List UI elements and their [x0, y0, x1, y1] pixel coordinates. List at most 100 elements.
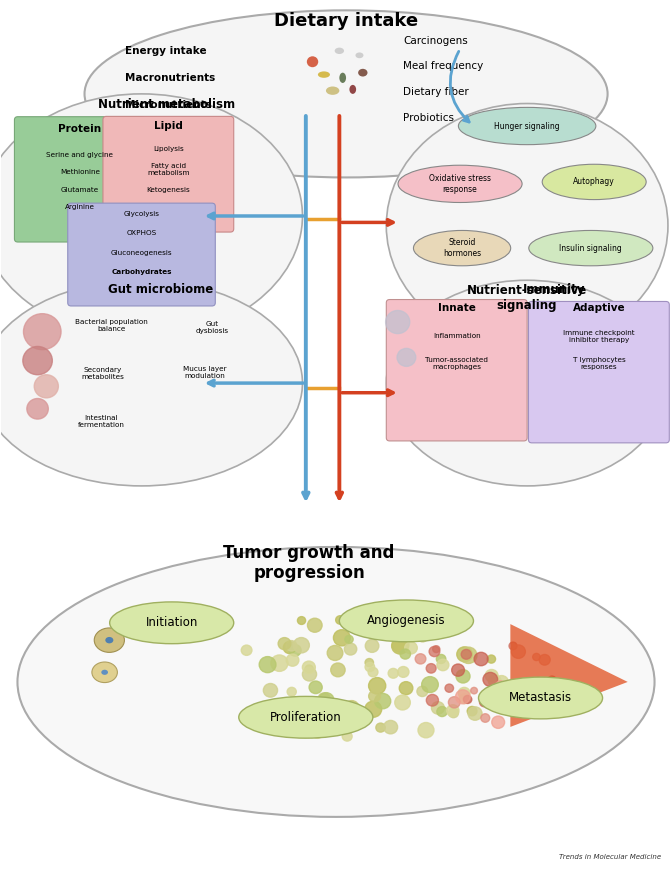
- Circle shape: [319, 718, 333, 731]
- FancyBboxPatch shape: [14, 116, 145, 242]
- Circle shape: [487, 655, 495, 663]
- Circle shape: [366, 640, 379, 653]
- Circle shape: [501, 703, 511, 712]
- Circle shape: [319, 693, 334, 707]
- Text: Carbohydrates: Carbohydrates: [112, 269, 172, 275]
- Circle shape: [474, 653, 488, 666]
- Circle shape: [530, 702, 540, 712]
- Text: Metastasis: Metastasis: [509, 692, 572, 705]
- Ellipse shape: [85, 10, 607, 177]
- Ellipse shape: [478, 677, 603, 719]
- Circle shape: [467, 706, 477, 716]
- Circle shape: [436, 654, 446, 664]
- Circle shape: [509, 642, 517, 650]
- FancyBboxPatch shape: [68, 203, 215, 306]
- Ellipse shape: [386, 103, 668, 348]
- Ellipse shape: [0, 281, 302, 486]
- Circle shape: [335, 616, 345, 624]
- Circle shape: [530, 691, 544, 705]
- FancyBboxPatch shape: [528, 302, 669, 443]
- Circle shape: [398, 667, 409, 677]
- Text: Nutrient metabolism: Nutrient metabolism: [98, 98, 235, 111]
- Text: Secondary
metabolites: Secondary metabolites: [81, 367, 124, 380]
- Circle shape: [287, 687, 296, 696]
- Ellipse shape: [106, 637, 114, 643]
- Circle shape: [302, 667, 317, 681]
- Text: Dietary intake: Dietary intake: [274, 12, 418, 30]
- Circle shape: [483, 673, 498, 687]
- Circle shape: [460, 647, 477, 663]
- Circle shape: [365, 662, 374, 672]
- Text: OXPHOS: OXPHOS: [126, 230, 157, 236]
- Circle shape: [284, 641, 296, 653]
- Ellipse shape: [318, 71, 330, 78]
- Text: Immunity: Immunity: [523, 283, 585, 296]
- Circle shape: [27, 399, 48, 419]
- Circle shape: [327, 646, 343, 660]
- Ellipse shape: [349, 85, 356, 94]
- Circle shape: [539, 654, 550, 665]
- Circle shape: [369, 691, 380, 702]
- Text: Fatty acid
metabolism: Fatty acid metabolism: [147, 163, 190, 176]
- Circle shape: [415, 653, 426, 664]
- Circle shape: [548, 676, 556, 685]
- Circle shape: [480, 697, 489, 706]
- FancyBboxPatch shape: [103, 116, 234, 232]
- Circle shape: [376, 626, 387, 636]
- Circle shape: [263, 684, 278, 697]
- Ellipse shape: [529, 230, 653, 266]
- Ellipse shape: [413, 230, 511, 266]
- Text: Mucus layer
modulation: Mucus layer modulation: [183, 366, 227, 379]
- Circle shape: [533, 677, 543, 687]
- Circle shape: [489, 675, 501, 687]
- Ellipse shape: [101, 670, 108, 675]
- Text: Glycolysis: Glycolysis: [124, 211, 159, 217]
- Ellipse shape: [339, 73, 346, 83]
- Text: Angiogenesis: Angiogenesis: [367, 614, 446, 627]
- Circle shape: [418, 722, 434, 738]
- Circle shape: [298, 617, 306, 625]
- Circle shape: [310, 724, 325, 739]
- Text: Gluconeogenesis: Gluconeogenesis: [111, 249, 172, 255]
- Circle shape: [447, 705, 459, 717]
- Ellipse shape: [307, 56, 319, 67]
- Text: Serine and glycine: Serine and glycine: [46, 152, 114, 158]
- Ellipse shape: [458, 108, 596, 144]
- Circle shape: [452, 664, 464, 676]
- Text: Energy intake: Energy intake: [125, 46, 206, 56]
- Ellipse shape: [542, 164, 646, 200]
- Ellipse shape: [0, 94, 302, 338]
- Polygon shape: [510, 624, 628, 726]
- Circle shape: [293, 638, 309, 653]
- Circle shape: [388, 668, 398, 678]
- Circle shape: [445, 684, 454, 693]
- Circle shape: [24, 314, 61, 349]
- Text: Glutamate: Glutamate: [60, 187, 99, 193]
- Circle shape: [308, 618, 322, 633]
- Circle shape: [405, 642, 417, 654]
- Circle shape: [457, 647, 472, 662]
- Circle shape: [342, 732, 352, 741]
- Circle shape: [400, 649, 411, 659]
- Circle shape: [304, 709, 315, 720]
- Circle shape: [345, 700, 359, 714]
- Ellipse shape: [335, 48, 344, 54]
- Text: Inflammation: Inflammation: [433, 333, 480, 339]
- Circle shape: [431, 701, 444, 714]
- Text: Hunger signaling: Hunger signaling: [495, 122, 560, 130]
- Ellipse shape: [355, 52, 364, 58]
- Circle shape: [333, 630, 350, 646]
- Text: Micronutrients: Micronutrients: [125, 100, 212, 109]
- Circle shape: [374, 693, 390, 709]
- Text: Nutrient-sensitive
signaling: Nutrient-sensitive signaling: [467, 283, 587, 312]
- Circle shape: [397, 348, 416, 367]
- Text: Steroid
hormones: Steroid hormones: [443, 238, 481, 258]
- Circle shape: [485, 669, 498, 682]
- Circle shape: [468, 706, 482, 720]
- Ellipse shape: [17, 547, 655, 817]
- FancyBboxPatch shape: [386, 300, 527, 441]
- Circle shape: [426, 664, 436, 673]
- Circle shape: [331, 663, 345, 677]
- Circle shape: [456, 670, 470, 683]
- Text: Tumor growth and
progression: Tumor growth and progression: [224, 544, 395, 582]
